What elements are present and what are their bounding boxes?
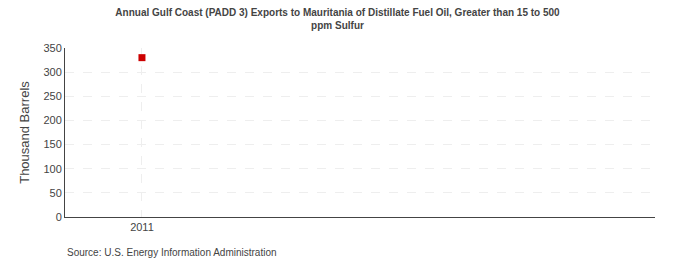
svg-text:Annual Gulf Coast (PADD 3) Exp: Annual Gulf Coast (PADD 3) Exports to Ma… xyxy=(115,7,560,31)
svg-text:150: 150 xyxy=(43,138,61,150)
svg-text:250: 250 xyxy=(43,90,61,102)
svg-text:Thousand Barrels: Thousand Barrels xyxy=(17,81,32,184)
svg-text:0: 0 xyxy=(56,211,62,223)
svg-text:350: 350 xyxy=(43,42,61,54)
svg-text:300: 300 xyxy=(43,66,61,78)
svg-text:50: 50 xyxy=(50,187,62,199)
svg-text:Source: U.S. Energy Informatio: Source: U.S. Energy Information Administ… xyxy=(67,247,277,258)
svg-text:200: 200 xyxy=(43,114,61,126)
svg-text:2011: 2011 xyxy=(130,221,154,233)
svg-text:100: 100 xyxy=(43,163,61,175)
